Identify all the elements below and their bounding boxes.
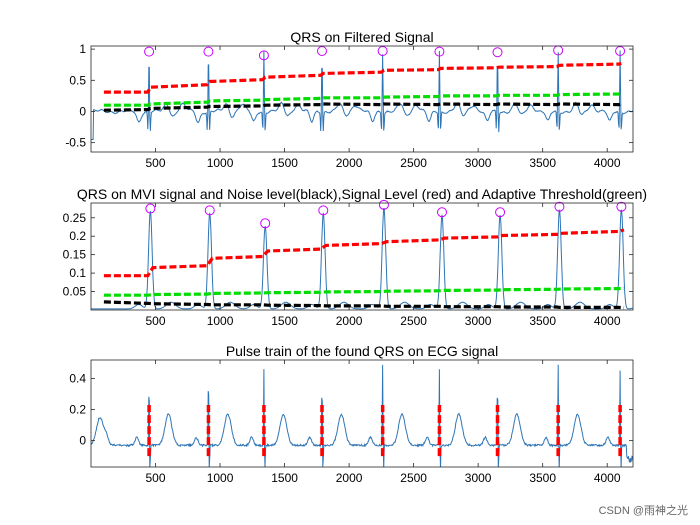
y-tick-label: 0.2 — [69, 229, 86, 243]
qrs-peak-marker — [316, 45, 327, 56]
x-tick-label: 1500 — [271, 471, 298, 485]
x-tick-label: 3000 — [465, 156, 492, 170]
noise-level-line — [103, 102, 622, 112]
x-tick-label: 2500 — [400, 314, 427, 328]
x-tick-label: 3000 — [465, 471, 492, 485]
signal-level-line — [103, 61, 622, 94]
x-tick-label: 500 — [146, 314, 166, 328]
y-tick-label: 0.25 — [63, 211, 87, 225]
subplot-1-title: QRS on Filtered Signal — [290, 29, 433, 45]
subplot-2-title: QRS on MVI signal and Noise level(black)… — [77, 186, 647, 202]
qrs-peak-marker — [434, 46, 445, 57]
qrs-peak-marker — [258, 50, 269, 61]
signal-line — [91, 364, 633, 467]
adaptive-threshold-line — [103, 92, 622, 107]
qrs-peak-marker — [318, 205, 329, 216]
qrs-peak-marker — [377, 45, 388, 56]
x-tick-label: 3500 — [529, 314, 556, 328]
y-tick-label: -0.5 — [65, 136, 86, 150]
qrs-peak-marker — [145, 203, 156, 214]
subplot-mvi-signal: QRS on MVI signal and Noise level(black)… — [63, 186, 647, 328]
axes-box — [90, 202, 634, 311]
x-tick-label: 500 — [146, 471, 166, 485]
y-tick-label: 0.4 — [69, 372, 86, 386]
x-tick-label: 2500 — [400, 156, 427, 170]
qrs-peak-marker — [144, 46, 155, 57]
y-tick-label: 1 — [79, 42, 86, 56]
x-tick-label: 1500 — [271, 314, 298, 328]
y-tick-label: 0 — [79, 104, 86, 118]
x-tick-label: 2000 — [336, 156, 363, 170]
axes-box — [90, 45, 634, 153]
x-tick-label: 4000 — [594, 156, 621, 170]
x-tick-label: 2500 — [400, 471, 427, 485]
qrs-peak-marker — [554, 201, 565, 212]
signal-line — [91, 208, 633, 310]
qrs-peak-marker — [616, 201, 627, 212]
subplot-pulse-train: Pulse train of the found QRS on ECG sign… — [69, 343, 634, 485]
x-tick-label: 1500 — [271, 156, 298, 170]
x-tick-label: 1000 — [207, 471, 234, 485]
x-tick-label: 2000 — [336, 471, 363, 485]
x-tick-label: 1000 — [207, 156, 234, 170]
y-tick-label: 0.1 — [69, 266, 86, 280]
qrs-peak-marker — [437, 207, 448, 218]
adaptive-threshold-line — [103, 286, 625, 297]
y-tick-label: 0.2 — [69, 403, 86, 417]
x-tick-label: 4000 — [594, 471, 621, 485]
qrs-peak-marker — [492, 47, 503, 58]
axes-box — [90, 359, 634, 468]
qrs-peak-marker — [260, 218, 271, 229]
y-tick-label: 0.15 — [63, 248, 87, 262]
qrs-peak-marker — [204, 205, 215, 216]
x-tick-label: 3500 — [529, 471, 556, 485]
y-tick-label: 0.5 — [69, 73, 86, 87]
qrs-peak-marker — [203, 46, 214, 57]
qrs-peak-marker — [378, 199, 389, 210]
watermark: CSDN @雨神之光 — [599, 503, 688, 517]
signal-line — [91, 50, 633, 140]
x-tick-label: 1000 — [207, 314, 234, 328]
x-tick-label: 3000 — [465, 314, 492, 328]
x-tick-label: 2000 — [336, 314, 363, 328]
subplot-3-title: Pulse train of the found QRS on ECG sign… — [226, 343, 498, 359]
y-tick-label: 0 — [79, 434, 86, 448]
noise-level-line — [103, 300, 625, 310]
x-tick-label: 3500 — [529, 156, 556, 170]
signal-level-line — [103, 228, 625, 278]
y-tick-label: 0.05 — [63, 285, 87, 299]
qrs-peak-marker — [495, 207, 506, 218]
subplot-filtered-signal: QRS on Filtered Signal 500 1000 1500 2000 25… — [65, 29, 634, 170]
qrs-peak-marker — [615, 45, 626, 56]
x-tick-label: 4000 — [594, 314, 621, 328]
x-tick-label: 500 — [146, 156, 166, 170]
